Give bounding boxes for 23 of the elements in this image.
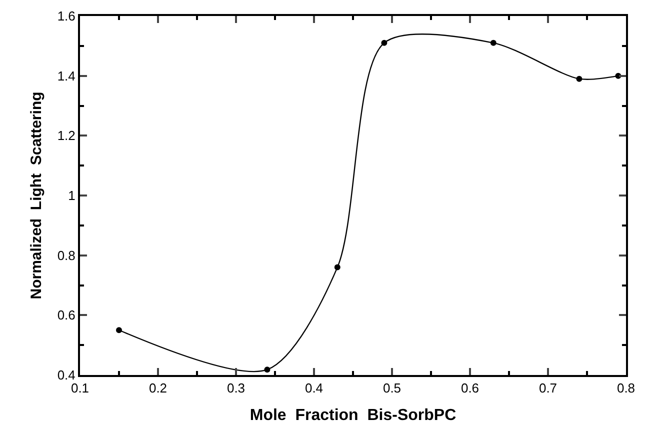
x-tick-label: 0.2 [148, 380, 168, 396]
y-tick-label: 1 [68, 188, 76, 204]
y-tick-label: 0.6 [57, 308, 76, 323]
point [490, 40, 496, 46]
y-tick-label: 0.4 [57, 368, 76, 383]
y-axis-title: Normalized Light Scattering [28, 92, 46, 300]
point [116, 327, 122, 334]
point [576, 76, 582, 82]
point [334, 264, 340, 270]
point [264, 366, 270, 373]
point [381, 40, 388, 46]
y-tick-label: 1.4 [57, 68, 76, 84]
x-tick-label: 0.6 [460, 380, 480, 396]
y-tick-label: 0.8 [57, 248, 76, 263]
x-tick-label: 0.8 [616, 380, 636, 396]
y-tick-label: 1.6 [57, 8, 76, 24]
x-tick-label: 0.5 [382, 380, 402, 396]
x-axis-title: Mole Fraction Bis-SorbPC [250, 406, 457, 424]
x-tick-label: 0.7 [538, 380, 558, 396]
x-tick-label: 0.1 [70, 380, 90, 396]
x-tick-label: 0.3 [226, 380, 246, 396]
x-tick-label: 0.4 [304, 380, 324, 396]
y-tick-label: 1.2 [57, 128, 76, 144]
